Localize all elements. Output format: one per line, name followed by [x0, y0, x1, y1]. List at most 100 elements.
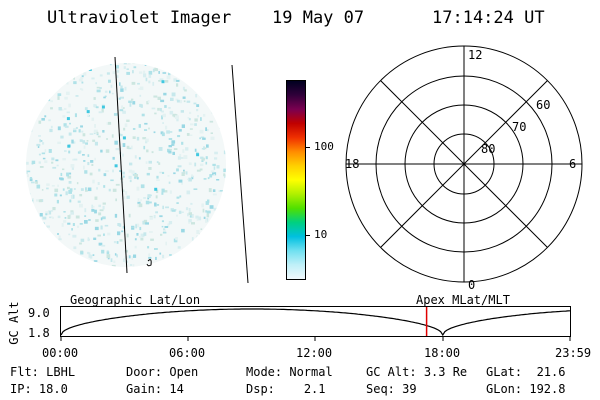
emission-speckle	[185, 171, 188, 175]
emission-speckle	[180, 63, 185, 67]
emission-speckle	[163, 229, 166, 234]
emission-speckle	[220, 243, 224, 248]
emission-speckle	[104, 90, 108, 93]
emission-speckle	[31, 160, 36, 164]
emission-speckle	[122, 189, 125, 193]
emission-speckle	[124, 249, 128, 253]
emission-speckle	[178, 129, 182, 132]
emission-speckle	[162, 205, 164, 210]
emission-speckle	[161, 110, 164, 113]
flt-value: LBHL	[46, 365, 76, 379]
x-tick-label-3: 18:00	[424, 346, 461, 360]
emission-speckle	[188, 208, 191, 212]
emission-speckle	[196, 63, 199, 65]
emission-speckle	[230, 223, 234, 225]
emission-speckle	[178, 179, 183, 183]
emission-speckle	[200, 156, 204, 159]
emission-speckle	[55, 55, 58, 57]
emission-speckle	[98, 168, 101, 172]
emission-speckle	[206, 129, 209, 132]
emission-speckle	[110, 84, 113, 88]
emission-speckle	[214, 157, 218, 160]
x-tick-label-2: 12:00	[296, 346, 333, 360]
emission-speckle	[126, 119, 130, 122]
emission-speckle	[189, 215, 192, 218]
emission-speckle	[98, 111, 103, 114]
emission-speckle	[116, 56, 119, 58]
emission-speckle	[102, 130, 105, 133]
emission-speckle	[87, 154, 90, 157]
emission-speckle	[52, 243, 57, 247]
emission-speckle	[24, 111, 26, 113]
emission-speckle	[161, 220, 164, 223]
emission-speckle	[139, 235, 142, 238]
emission-speckle	[59, 244, 63, 247]
emission-speckle	[49, 90, 52, 93]
emission-speckle	[145, 138, 149, 142]
emission-speckle	[130, 145, 133, 150]
emission-speckle-bright	[66, 117, 70, 121]
emission-speckle	[67, 268, 69, 271]
emission-speckle	[168, 181, 171, 184]
emission-speckle	[210, 84, 214, 87]
emission-speckle-bright	[101, 105, 105, 109]
emission-speckle	[198, 216, 202, 221]
emission-speckle	[45, 213, 48, 216]
emission-speckle	[72, 234, 77, 238]
emission-speckle	[195, 71, 200, 74]
emission-speckle	[206, 144, 209, 148]
emission-speckle	[29, 129, 33, 133]
emission-speckle	[188, 257, 191, 261]
emission-speckle	[139, 86, 144, 91]
emission-speckle	[68, 103, 71, 108]
emission-speckle	[62, 158, 66, 161]
emission-speckle	[68, 190, 72, 194]
emission-speckle	[173, 209, 177, 211]
emission-speckle	[146, 149, 149, 153]
emission-speckle	[102, 216, 106, 220]
emission-speckle	[201, 148, 205, 150]
emission-speckle	[158, 162, 161, 165]
emission-speckle	[39, 213, 43, 217]
emission-speckle	[183, 169, 185, 172]
emission-speckle	[153, 131, 156, 134]
emission-speckle	[212, 193, 217, 196]
lat-label-80: 80	[481, 142, 495, 156]
emission-speckle	[26, 104, 28, 107]
emission-speckle	[46, 187, 49, 190]
emission-speckle	[50, 125, 53, 129]
emission-speckle	[42, 216, 47, 220]
emission-speckle	[70, 210, 74, 213]
emission-speckle	[46, 183, 50, 186]
emission-speckle	[87, 112, 90, 117]
emission-speckle	[38, 85, 41, 90]
emission-speckle	[212, 163, 216, 166]
emission-speckle	[216, 219, 219, 222]
emission-speckle	[42, 157, 46, 160]
uv-image-panel	[24, 55, 249, 284]
emission-speckle	[168, 138, 173, 140]
emission-speckle	[225, 188, 226, 191]
emission-speckle	[189, 111, 192, 114]
emission-speckle	[166, 75, 171, 80]
status-gc-alt: GC Alt: 3.3 Re	[366, 365, 468, 379]
emission-speckle	[120, 85, 123, 88]
emission-speckle	[79, 88, 82, 90]
emission-speckle	[96, 131, 99, 135]
emission-speckle	[113, 113, 118, 116]
emission-speckle	[151, 151, 154, 154]
emission-speckle	[173, 238, 178, 243]
emission-speckle	[31, 110, 35, 113]
emission-speckle	[60, 135, 64, 139]
emission-speckle	[128, 63, 131, 65]
emission-speckle	[201, 203, 204, 208]
emission-speckle	[188, 162, 192, 166]
emission-speckle	[57, 215, 61, 219]
emission-speckle	[93, 104, 96, 108]
emission-speckle	[76, 225, 80, 228]
emission-speckle	[161, 115, 163, 120]
emission-speckle	[33, 239, 38, 243]
emission-speckle	[106, 251, 110, 255]
emission-speckle	[82, 259, 86, 261]
emission-speckle	[214, 151, 218, 155]
